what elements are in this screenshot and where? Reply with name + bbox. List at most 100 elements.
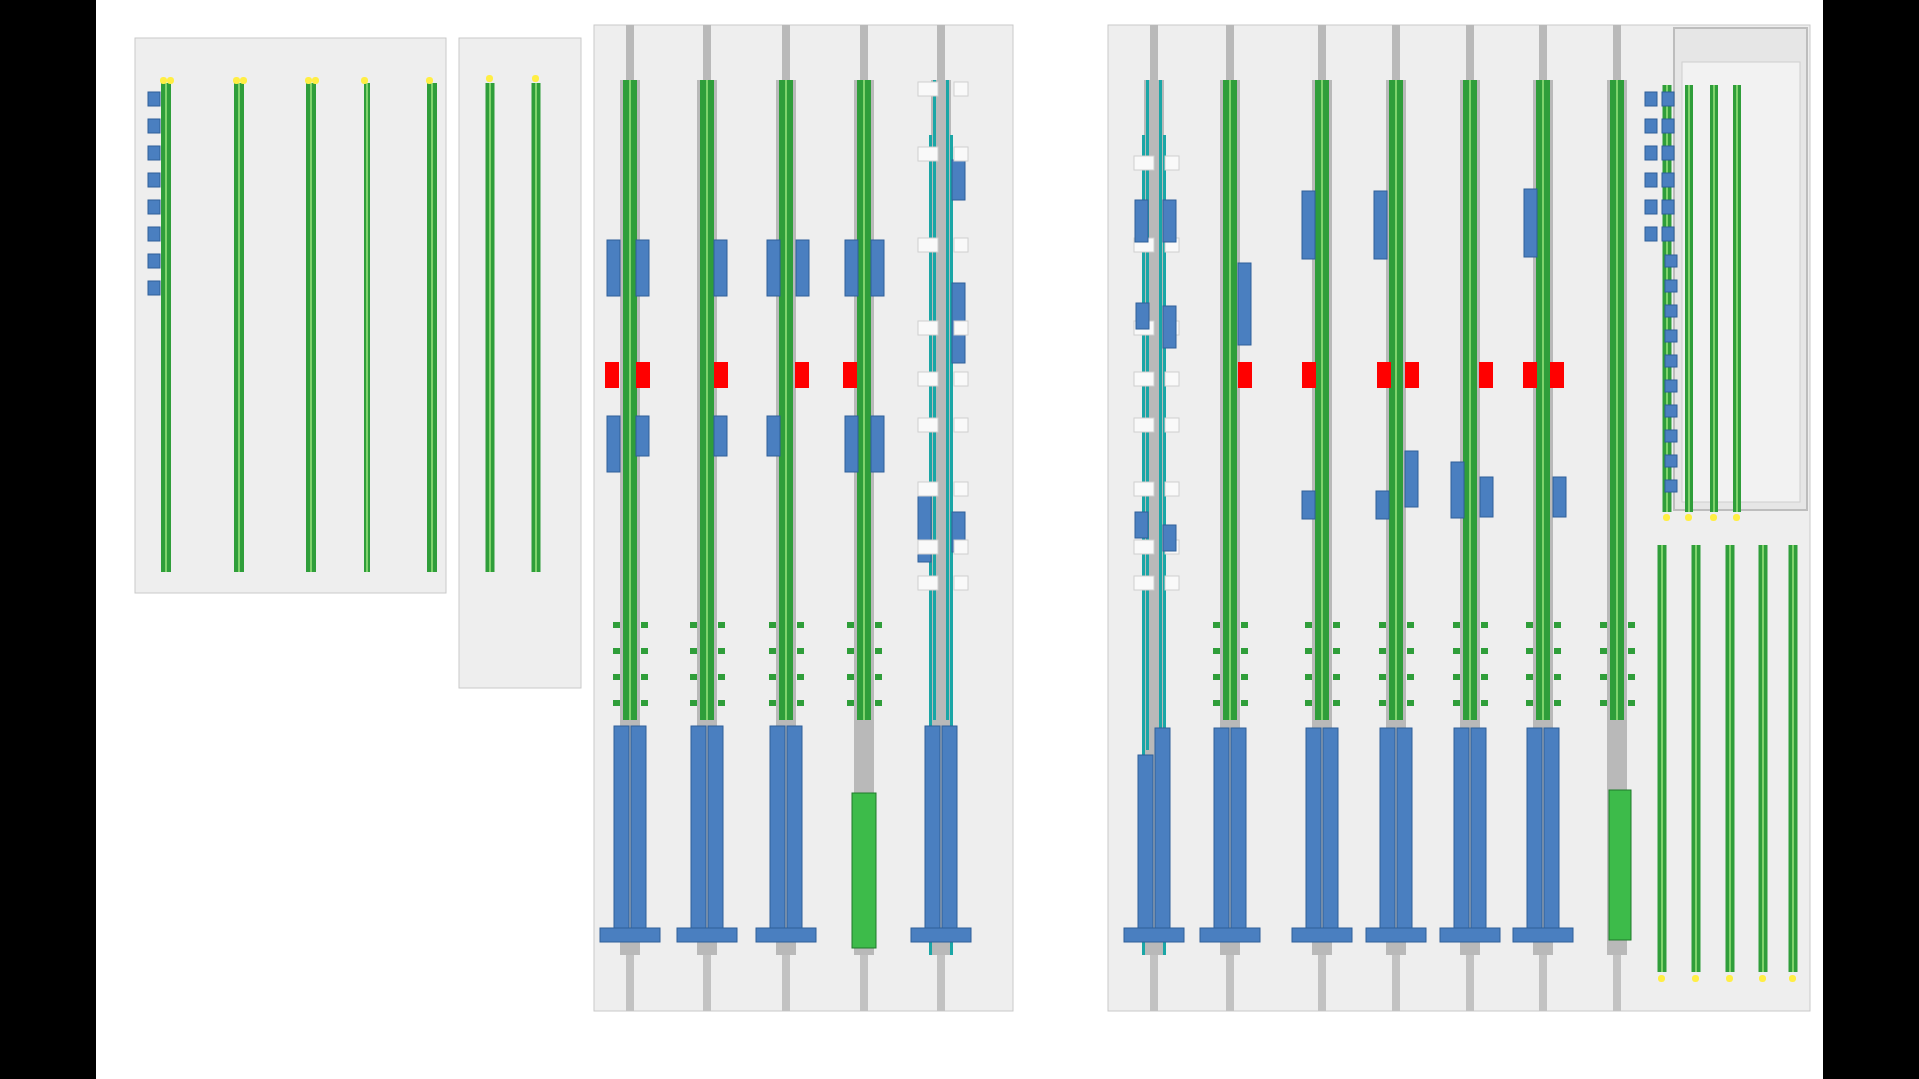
zone-d-side-pallet: [1644, 226, 1658, 242]
zone-d-side-line-bottom-center: [1762, 545, 1764, 972]
green-stub: [1600, 700, 1607, 706]
zone-c-base-pallet: [910, 927, 972, 943]
green-stub: [769, 648, 776, 654]
stop-marker: [605, 362, 619, 388]
zone-d-stack-pallet: [1396, 727, 1413, 936]
white-block: [1133, 481, 1155, 497]
white-block: [1164, 417, 1180, 433]
green-stub: [769, 622, 776, 628]
zone-c-pallet: [713, 239, 728, 297]
green-stub: [1213, 622, 1220, 628]
zone-c-pallet: [606, 239, 621, 297]
green-stub: [1453, 648, 1460, 654]
zone-d-side-pallet: [1644, 118, 1658, 134]
zone-c-pallet: [713, 415, 728, 457]
green-stub: [613, 674, 620, 680]
zone-d-side-pallet: [1664, 304, 1678, 318]
green-stub: [875, 648, 882, 654]
rail-track: [1318, 25, 1326, 80]
green-stub: [641, 622, 648, 628]
zone-a-conveyor-center: [431, 83, 433, 572]
zone-d-pallet: [1375, 490, 1390, 520]
zone-d-pallet: [1552, 476, 1567, 518]
stop-marker: [1523, 362, 1537, 388]
zone-c-base-pallet: [755, 927, 817, 943]
green-stub: [718, 700, 725, 706]
zone-d-stack-pallet: [1543, 727, 1560, 936]
white-block: [1164, 481, 1180, 497]
green-stub: [1628, 648, 1635, 654]
stop-marker: [1377, 362, 1391, 388]
zone-c-pallet: [635, 239, 650, 297]
zone-c-stack-pallet: [613, 725, 630, 937]
zone-d-side-pallet: [1661, 199, 1675, 215]
white-block: [1133, 155, 1155, 171]
zone-c-track-end: [937, 955, 945, 1011]
stop-marker: [1302, 362, 1316, 388]
zone-b-floor: [458, 37, 582, 689]
rail-track: [1392, 25, 1400, 80]
stop-marker: [714, 362, 728, 388]
zone-c-stack-pallet: [769, 725, 786, 937]
green-stub: [690, 622, 697, 628]
white-block: [953, 575, 969, 591]
green-stub: [1526, 674, 1533, 680]
green-stub: [1241, 648, 1248, 654]
green-stub: [1554, 648, 1561, 654]
zone-d-conveyor-center: [1321, 80, 1323, 720]
end-light: [1733, 514, 1740, 521]
green-stub: [1305, 674, 1312, 680]
zone-a-pallet: [147, 280, 161, 296]
green-stub: [875, 700, 882, 706]
green-stub: [613, 648, 620, 654]
white-block: [953, 146, 969, 162]
end-light: [167, 77, 174, 84]
zone-d-side-pallet: [1664, 354, 1678, 368]
white-block: [953, 320, 969, 336]
zone-d-track-end: [1466, 955, 1474, 1011]
zone-d-side-line-top-center: [1688, 85, 1690, 512]
green-stub: [1407, 648, 1414, 654]
green-stub: [641, 700, 648, 706]
zone-d-side-pallet: [1644, 199, 1658, 215]
zone-c-pallet: [635, 415, 650, 457]
green-stub: [1407, 622, 1414, 628]
green-stub: [641, 674, 648, 680]
zone-d-track-end: [1318, 955, 1326, 1011]
green-stub: [1453, 700, 1460, 706]
white-block: [1133, 371, 1155, 387]
zone-d-side-pallet: [1664, 329, 1678, 343]
end-light: [361, 77, 368, 84]
zone-d-stack-pallet: [1230, 727, 1247, 936]
end-light: [1692, 975, 1699, 982]
zone-d-side-pallet: [1661, 118, 1675, 134]
zone-d-pallet: [1450, 461, 1465, 519]
rail-track: [1466, 25, 1474, 80]
zone-d-teal-line: [1146, 80, 1149, 750]
zone-a-conveyor-center: [165, 83, 167, 572]
zone-d-pallet: [1134, 511, 1149, 539]
zone-a-floor: [134, 37, 447, 594]
green-stub: [1628, 700, 1635, 706]
green-stub: [1379, 648, 1386, 654]
green-stub: [690, 674, 697, 680]
zone-d-pallet: [1135, 302, 1150, 330]
zone-b-conveyor-center: [535, 83, 537, 572]
zone-d-side-pallet: [1644, 172, 1658, 188]
end-light: [233, 77, 240, 84]
zone-d-pallet: [1301, 190, 1316, 260]
green-stub: [769, 700, 776, 706]
zone-c-conveyor-center: [706, 80, 708, 720]
zone-c-base-pallet: [676, 927, 738, 943]
zone-c-pallet: [766, 415, 781, 457]
green-stub: [847, 700, 854, 706]
green-stub: [641, 648, 648, 654]
zone-d-track-end: [1226, 955, 1234, 1011]
rail-track: [703, 25, 711, 80]
green-stub: [1241, 674, 1248, 680]
white-block: [917, 371, 939, 387]
zone-d-stack-pallet: [1470, 727, 1487, 936]
zone-d-conveyor-center: [1229, 80, 1231, 720]
zone-d-side-line-top-center: [1713, 85, 1715, 512]
